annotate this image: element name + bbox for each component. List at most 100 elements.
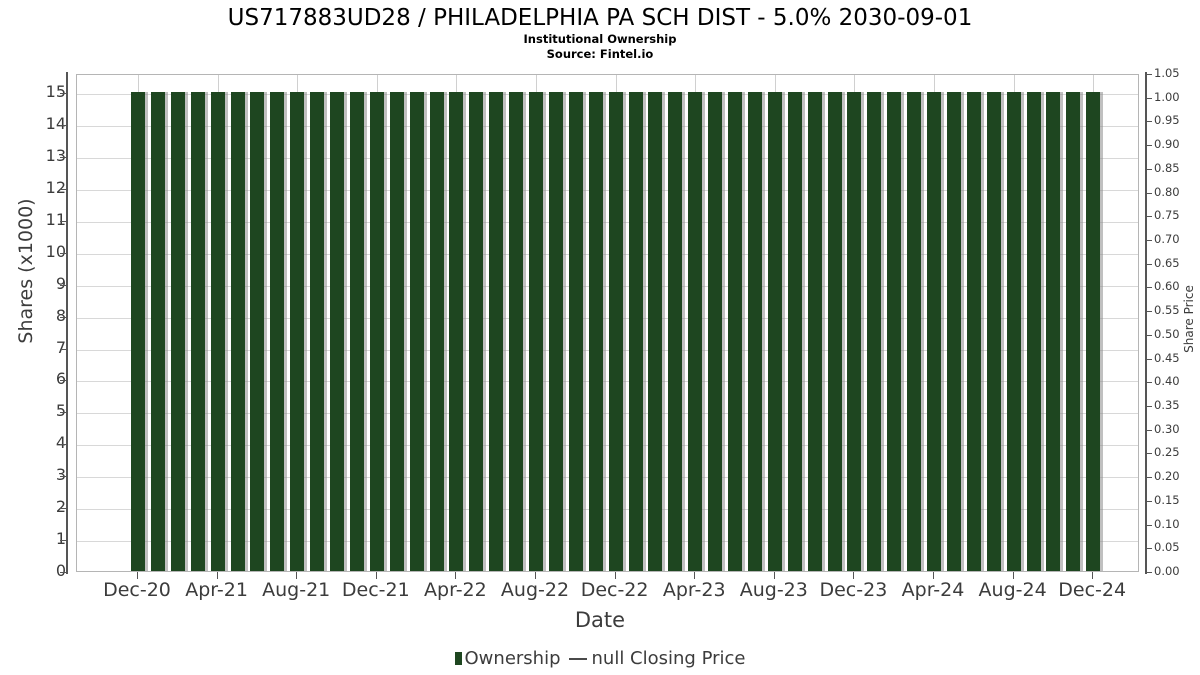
y-axis-left-tick-label: 9 [55,273,66,293]
y-axis-left-tick-label: 2 [55,497,66,517]
x-axis-tick-mark [694,572,696,579]
bar[interactable] [469,92,484,571]
bar[interactable] [608,92,623,571]
y-axis-right-tick-label: 0.00 [1154,564,1180,578]
bar[interactable] [190,92,205,571]
bar[interactable] [489,92,504,571]
title-block: US717883UD28 / PHILADELPHIA PA SCH DIST … [0,4,1200,62]
y-axis-right-tick-mark [1147,453,1152,455]
y-axis-left-tick-mark [60,348,66,350]
bar[interactable] [548,92,563,571]
bar[interactable] [210,92,225,571]
gridline-horizontal [77,477,1138,479]
bar[interactable] [807,92,822,571]
gridline-horizontal [77,253,1138,255]
y-axis-left-tick-mark [60,220,66,222]
bar[interactable] [648,92,663,571]
bar[interactable] [847,92,862,571]
x-axis-tick-mark [455,572,457,579]
x-axis-tick-mark [614,572,616,579]
x-axis-tick-mark [933,572,934,579]
y-axis-right-tick-mark [1147,334,1152,336]
y-axis-left-tick-mark [60,157,66,158]
bar[interactable] [787,92,802,571]
bar[interactable] [767,92,782,571]
bar[interactable] [728,92,742,571]
y-axis-left-tick-mark [60,316,66,318]
x-axis-tick-label: Dec-20 [103,579,171,601]
bar[interactable] [708,92,723,571]
bar[interactable] [369,92,384,571]
bar[interactable] [270,92,285,571]
bar[interactable] [827,92,842,571]
bar[interactable] [907,92,922,571]
bar[interactable] [1086,92,1101,571]
y-axis-left-tick-label: 0 [55,561,66,580]
bar[interactable] [1046,92,1061,571]
bar[interactable] [230,92,245,571]
y-axis-left-tick-label: 3 [55,465,66,485]
y-axis-right-tick-label: 0.35 [1154,398,1180,412]
x-axis-tick-label: Aug-23 [739,579,808,601]
y-axis-left-title: Shares (x1000) [15,198,37,344]
chart-subtitle: Institutional Ownership [523,32,677,46]
y-axis-right-tick-mark [1147,429,1152,431]
y-axis-right-tick-mark [1147,477,1152,479]
y-axis-right-tick-mark [1147,240,1152,241]
y-axis-left-tick-mark [60,572,66,573]
bar[interactable] [310,92,325,571]
y-axis-right-tick-label: 0.40 [1154,374,1180,389]
y-axis-left-tick-label: 6 [55,369,66,389]
y-axis-left-tick-label: 14 [45,114,66,134]
bar[interactable] [668,92,683,571]
x-axis-tick-label: Dec-22 [580,579,649,601]
bar[interactable] [1006,92,1021,571]
x-axis-tick-label: Aug-21 [262,579,331,601]
bar[interactable] [747,92,762,571]
bar[interactable] [946,92,961,571]
bar[interactable] [509,92,524,571]
gridline-horizontal [77,221,1138,223]
legend-item-closing-price[interactable]: null Closing Price [561,648,745,669]
bar[interactable] [628,92,643,571]
gridline-horizontal [77,158,1138,159]
bar[interactable] [131,92,145,571]
y-axis-left-tick-label: 13 [45,146,66,165]
x-axis-tick-label: Aug-24 [978,579,1047,601]
bar[interactable] [966,92,981,571]
bar[interactable] [150,92,165,571]
y-axis-right-tick-label: 0.25 [1154,445,1180,460]
y-axis-right-tick-label: 0.45 [1154,350,1180,365]
bar[interactable] [170,92,185,571]
y-axis-right-tick-label: 0.65 [1154,255,1180,270]
bar[interactable] [290,92,305,571]
bar[interactable] [1066,92,1081,571]
y-axis-left-tick-label: 10 [45,241,66,261]
bar[interactable] [568,92,583,571]
gridline-horizontal [77,189,1138,191]
bar[interactable] [688,92,703,571]
bar[interactable] [409,92,424,571]
bar[interactable] [986,92,1001,571]
bar[interactable] [1026,92,1041,571]
bar[interactable] [449,92,464,571]
bar[interactable] [588,92,603,571]
y-axis-right-tick-label: 0.10 [1154,516,1180,531]
bar[interactable] [927,92,941,571]
y-axis-left-tick-label: 8 [55,305,66,325]
bar[interactable] [429,92,444,571]
y-axis-right-tick-label: 0.80 [1154,184,1180,199]
bar[interactable] [330,92,344,571]
bar[interactable] [389,92,404,571]
legend-item-ownership[interactable]: Ownership [454,648,561,669]
bar[interactable] [349,92,364,571]
bar[interactable] [867,92,882,571]
x-axis-tick-label: Apr-24 [901,579,965,601]
gridline-horizontal [77,94,1138,96]
bar[interactable] [529,92,543,571]
y-axis-left-tick-label: 15 [45,82,66,102]
bar[interactable] [250,92,265,571]
bar[interactable] [887,92,902,571]
y-axis-right-tick-mark [1147,263,1152,265]
